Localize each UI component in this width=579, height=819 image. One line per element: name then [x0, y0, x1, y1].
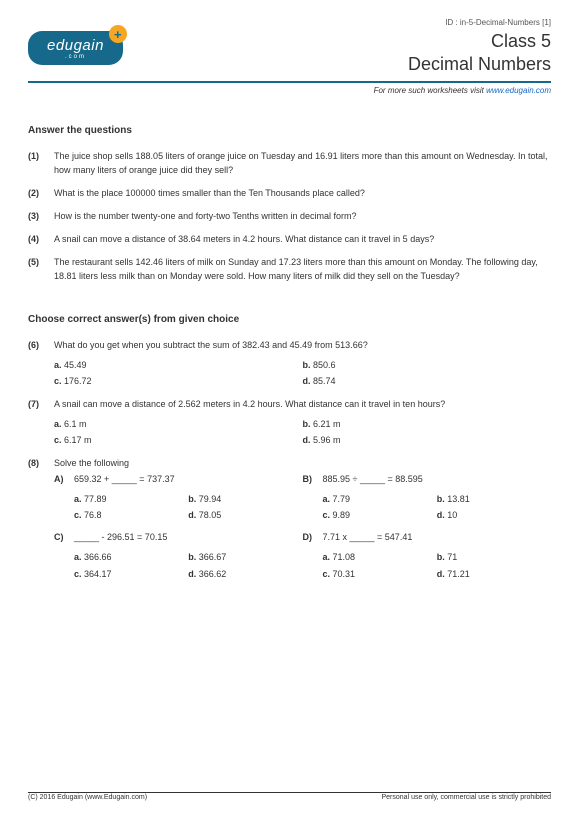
q5-text: The restaurant sells 142.46 liters of mi…	[54, 256, 551, 284]
q8c-opt-a: a. 366.66	[74, 549, 188, 565]
q7-opt-d: d. 5.96 m	[303, 432, 552, 448]
section2-heading: Choose correct answer(s) from given choi…	[28, 314, 551, 325]
q2-text: What is the place 100000 times smaller t…	[54, 187, 551, 201]
footer: (C) 2016 Edugain (www.Edugain.com) Perso…	[28, 792, 551, 801]
visit-line: For more such worksheets visit www.eduga…	[28, 86, 551, 95]
section1-heading: Answer the questions	[28, 125, 551, 136]
q8d-opt-a: a. 71.08	[323, 549, 437, 565]
q3-num: (3)	[28, 210, 54, 224]
q7-opt-a: a. 6.1 m	[54, 416, 303, 432]
q8b-eq: 885.95 ÷ _____ = 88.595	[323, 473, 552, 487]
edugain-logo: edugain.com +	[28, 31, 123, 65]
q8-part-a: A) 659.32 + _____ = 737.37 a. 77.89 b. 7…	[54, 473, 303, 523]
q8d-eq: 7.71 x _____ = 547.41	[323, 531, 552, 545]
question-4: (4) A snail can move a distance of 38.64…	[28, 233, 551, 247]
q6-num: (6)	[28, 339, 54, 389]
question-1: (1) The juice shop sells 188.05 liters o…	[28, 150, 551, 178]
q8a-opt-b: b. 79.94	[188, 491, 302, 507]
q8-text: Solve the following	[54, 457, 551, 471]
visit-link[interactable]: www.edugain.com	[486, 86, 551, 95]
visit-prefix: For more such worksheets visit	[374, 86, 486, 95]
q8d-opt-d: d. 71.21	[437, 566, 551, 582]
q8c-opt-d: d. 366.62	[188, 566, 302, 582]
q8d-letter: D)	[303, 531, 323, 581]
q8-part-c: C) _____ - 296.51 = 70.15 a. 366.66 b. 3…	[54, 531, 303, 581]
logo-text: edugain	[47, 37, 104, 54]
q8c-eq: _____ - 296.51 = 70.15	[74, 531, 303, 545]
q8-part-d: D) 7.71 x _____ = 547.41 a. 71.08 b. 71 …	[303, 531, 552, 581]
question-7: (7) A snail can move a distance of 2.562…	[28, 398, 551, 448]
q8-num: (8)	[28, 457, 54, 590]
q3-text: How is the number twenty-one and forty-t…	[54, 210, 551, 224]
q6-opt-b: b. 850.6	[303, 357, 552, 373]
q8a-eq: 659.32 + _____ = 737.37	[74, 473, 303, 487]
q6-text: What do you get when you subtract the su…	[54, 339, 551, 353]
q7-opt-c: c. 6.17 m	[54, 432, 303, 448]
question-3: (3) How is the number twenty-one and for…	[28, 210, 551, 224]
q6-opt-d: d. 85.74	[303, 373, 552, 389]
footer-left: (C) 2016 Edugain (www.Edugain.com)	[28, 794, 147, 801]
question-2: (2) What is the place 100000 times small…	[28, 187, 551, 201]
q8a-letter: A)	[54, 473, 74, 523]
logo-subtext: .com	[47, 54, 104, 60]
q8b-opt-b: b. 13.81	[437, 491, 551, 507]
q1-num: (1)	[28, 150, 54, 178]
q8b-opt-c: c. 9.89	[323, 507, 437, 523]
q8c-opt-c: c. 364.17	[74, 566, 188, 582]
q8d-opt-c: c. 70.31	[323, 566, 437, 582]
q6-opt-c: c. 176.72	[54, 373, 303, 389]
footer-right: Personal use only, commercial use is str…	[382, 794, 552, 801]
q4-text: A snail can move a distance of 38.64 met…	[54, 233, 551, 247]
class-title: Class 5	[408, 31, 551, 52]
q5-num: (5)	[28, 256, 54, 284]
q7-opt-b: b. 6.21 m	[303, 416, 552, 432]
q8-part-b: B) 885.95 ÷ _____ = 88.595 a. 7.79 b. 13…	[303, 473, 552, 523]
q8b-opt-d: d. 10	[437, 507, 551, 523]
q8d-opt-b: b. 71	[437, 549, 551, 565]
q7-num: (7)	[28, 398, 54, 448]
subject-title: Decimal Numbers	[408, 54, 551, 75]
question-8: (8) Solve the following A) 659.32 + ____…	[28, 457, 551, 590]
header-rule	[28, 81, 551, 83]
worksheet-id: ID : in-5-Decimal-Numbers [1]	[28, 18, 551, 27]
q8a-opt-a: a. 77.89	[74, 491, 188, 507]
q8b-opt-a: a. 7.79	[323, 491, 437, 507]
q8c-opt-b: b. 366.67	[188, 549, 302, 565]
q6-opt-a: a. 45.49	[54, 357, 303, 373]
plus-icon: +	[109, 25, 127, 43]
q1-text: The juice shop sells 188.05 liters of or…	[54, 150, 551, 178]
question-6: (6) What do you get when you subtract th…	[28, 339, 551, 389]
q8a-opt-d: d. 78.05	[188, 507, 302, 523]
q4-num: (4)	[28, 233, 54, 247]
q8c-letter: C)	[54, 531, 74, 581]
q2-num: (2)	[28, 187, 54, 201]
q8b-letter: B)	[303, 473, 323, 523]
header: edugain.com + Class 5 Decimal Numbers	[28, 31, 551, 75]
q7-text: A snail can move a distance of 2.562 met…	[54, 398, 551, 412]
question-5: (5) The restaurant sells 142.46 liters o…	[28, 256, 551, 284]
q8a-opt-c: c. 76.8	[74, 507, 188, 523]
